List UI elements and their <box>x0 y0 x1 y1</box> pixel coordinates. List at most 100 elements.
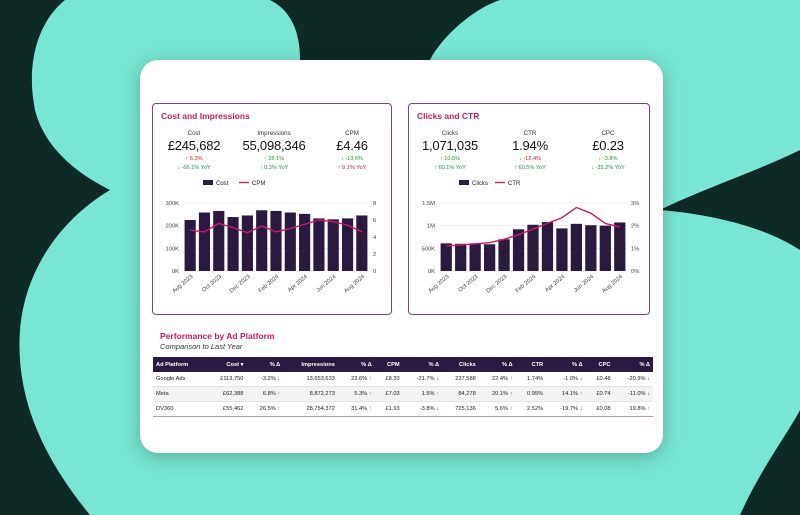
right-axis-tick-label: 1% <box>631 246 639 252</box>
right-axis-tick-label: 2% <box>631 224 639 230</box>
left-axis-tick-label: 200K <box>165 224 179 230</box>
performance-title: Performance by Ad Platform <box>160 331 275 341</box>
arrow-down-icon: ↓ <box>277 376 281 382</box>
x-axis-tick-label: Dec 2023 <box>485 274 508 295</box>
right-axis-tick-label: 0 <box>373 269 376 275</box>
x-axis-tick-label: Jun 2024 <box>315 273 338 293</box>
arrow-down-icon: ↓ <box>647 376 650 382</box>
legend-label: CPM <box>252 181 265 187</box>
right-axis-tick-label: 8 <box>373 201 376 207</box>
column-header-cost-change[interactable]: % Δ <box>246 357 284 372</box>
chart-bar <box>469 243 481 271</box>
x-axis-tick-label: Aug 2024 <box>601 273 624 294</box>
column-header-clicks[interactable]: Clicks <box>442 357 479 372</box>
right-axis-tick-label: 2 <box>373 252 376 258</box>
performance-table: Ad Platform Cost ▾ % Δ Impressions % Δ C… <box>153 357 653 417</box>
x-axis-tick-label: Oct 2023 <box>458 274 480 294</box>
column-header-clicks-change[interactable]: % Δ <box>478 357 516 372</box>
table-cell: 237,588 <box>442 372 479 387</box>
column-header-cpc[interactable]: CPC <box>585 357 614 372</box>
chart-bar <box>614 222 626 271</box>
table-row: Meta £62,388 6.8% ↑ 8,872,273 5.3% ↑ £7.03 1.5… <box>153 386 653 402</box>
kpi-yoy: ↑ 9.1% YoY <box>337 165 367 171</box>
left-axis-tick-label: 500K <box>421 246 435 252</box>
table-cell: 26.5% ↑ <box>246 401 284 417</box>
kpi-delta: ↑ 28.1% <box>263 156 285 162</box>
chart-bar <box>299 213 311 271</box>
table-cell: £8.33 <box>374 372 403 387</box>
chart-bar <box>440 243 452 271</box>
x-axis-tick-label: Aug 2024 <box>343 273 366 294</box>
table-cell: 22.4% ↑ <box>478 372 516 387</box>
chart-bar <box>241 215 253 271</box>
kpi-delta: ↓ -12.4% <box>518 156 542 162</box>
left-axis-tick-label: 1M <box>427 224 435 230</box>
arrow-down-icon: ↓ <box>579 406 583 412</box>
table-cell: 2.52% <box>515 401 547 417</box>
table-cell: £7.03 <box>374 386 403 402</box>
arrow-up-icon: ↑ <box>509 391 513 397</box>
column-header-cpm[interactable]: CPM <box>374 357 403 372</box>
legend-label: Clicks <box>472 181 488 187</box>
table-cell: 13,653,633 <box>283 372 338 387</box>
table-cell: -20.9% ↓ <box>613 372 653 387</box>
legend-label: CTR <box>508 181 521 187</box>
arrow-up-icon: ↑ <box>277 406 281 412</box>
chart-bar <box>498 239 510 271</box>
kpi-value: £245,682 <box>167 138 221 153</box>
column-header-cpm-change[interactable]: % Δ <box>402 357 443 372</box>
chart-bar <box>356 215 368 271</box>
kpi-delta: ↑ 6.3% <box>185 156 203 162</box>
table-cell: £0.74 <box>585 386 614 402</box>
column-header-impressions[interactable]: Impressions <box>283 357 338 372</box>
legend-swatch-bars <box>203 180 213 185</box>
table-cell: -11.0% ↓ <box>613 386 653 402</box>
arrow-up-icon: ↑ <box>277 391 281 397</box>
column-header-ctr-change[interactable]: % Δ <box>546 357 586 372</box>
chart-bar <box>213 210 225 271</box>
right-axis-tick-label: 0% <box>631 269 639 275</box>
table-cell: -3.8% ↓ <box>402 401 443 417</box>
chart-bar <box>455 243 467 271</box>
table-header-row: Ad Platform Cost ▾ % Δ Impressions % Δ C… <box>153 357 653 372</box>
kpi-cpm: CPM £4.46 ↓ -13.6% ↑ 9.1% YoY <box>313 130 391 171</box>
table-cell: 1.74% <box>515 372 547 387</box>
table-cell: £113,750 <box>205 372 247 387</box>
arrow-down-icon: ↓ <box>579 376 583 382</box>
table-cell: -21.7% ↓ <box>402 372 443 387</box>
x-axis-tick-label: Apr 2024 <box>287 273 309 293</box>
kpi-label: CPM <box>345 130 359 137</box>
table-cell: 28,754,372 <box>283 401 338 417</box>
kpi-label: CPC <box>601 130 615 137</box>
table-cell: -3.2% ↓ <box>246 372 284 387</box>
column-header-cpc-change[interactable]: % Δ <box>613 357 653 372</box>
table-cell: 20.1% ↑ <box>478 386 516 402</box>
chart-bar <box>270 210 282 271</box>
kpi-yoy: ↓ -66.1% YoY <box>177 165 211 171</box>
chart-bar <box>256 210 268 271</box>
column-header-impressions-change[interactable]: % Δ <box>337 357 375 372</box>
table-cell: 84,278 <box>442 386 479 402</box>
column-header-cost[interactable]: Cost ▾ <box>205 357 247 372</box>
column-header-ad-platform[interactable]: Ad Platform <box>153 357 206 372</box>
kpi-impressions: Impressions 55,098,346 ↑ 28.1% ↑ 0.3% Yo… <box>235 130 313 171</box>
chart-bar <box>341 218 354 271</box>
kpi-cpc: CPC £0.23 ↓ -3.8% ↓ -35.2% YoY <box>569 130 647 171</box>
table-cell: £0.08 <box>585 401 614 417</box>
column-header-ctr[interactable]: CTR <box>515 357 547 372</box>
kpi-label: CTR <box>523 130 537 137</box>
panel-title: Clicks and CTR <box>417 111 480 121</box>
x-axis-tick-label: Aug 2023 <box>428 274 451 295</box>
chart-bar <box>198 212 211 271</box>
table-cell: 5.6% ↑ <box>478 401 516 417</box>
kpi-delta: ↓ -3.8% <box>598 156 618 162</box>
table-cell-platform: Google Ads <box>153 372 206 387</box>
arrow-up-icon: ↑ <box>368 406 372 412</box>
chart-bar <box>599 225 611 271</box>
kpi-value: £4.46 <box>336 138 368 153</box>
arrow-down-icon: ↓ <box>436 376 440 382</box>
table-cell: 1.5% ↑ <box>402 386 443 402</box>
kpi-value: 1.94% <box>512 138 548 153</box>
right-axis-tick-label: 6 <box>373 218 376 224</box>
arrow-down-icon: ↓ <box>436 406 440 412</box>
